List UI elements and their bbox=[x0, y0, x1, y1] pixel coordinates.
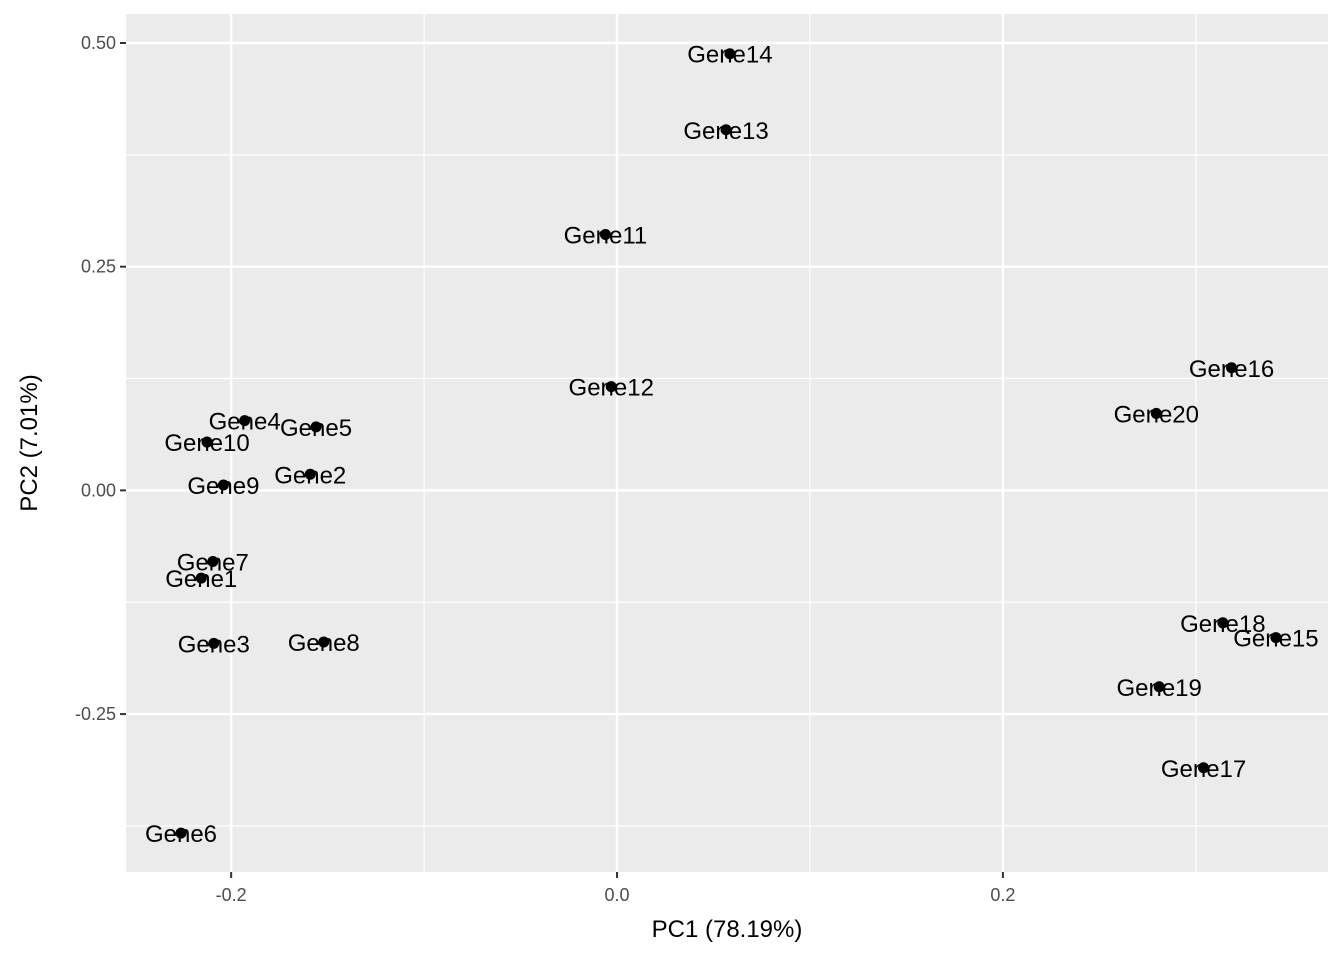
point-gene2 bbox=[304, 468, 316, 480]
point-gene6 bbox=[175, 827, 187, 839]
point-label-gene9: Gene9 bbox=[187, 473, 259, 500]
y-axis-ticks: -0.25 0.00 0.25 0.50 bbox=[75, 33, 126, 724]
y-tick-label: 0.50 bbox=[81, 33, 116, 53]
point-label-gene1: Gene1 bbox=[165, 566, 237, 593]
point-label-gene14: Gene14 bbox=[687, 42, 772, 69]
point-gene13 bbox=[720, 124, 732, 136]
point-gene4 bbox=[239, 415, 251, 427]
grid-minor bbox=[126, 14, 1328, 872]
point-gene11 bbox=[599, 228, 611, 240]
point-label-gene3: Gene3 bbox=[178, 631, 250, 658]
point-label-gene16: Gene16 bbox=[1189, 356, 1274, 383]
point-gene19 bbox=[1153, 681, 1165, 693]
x-tick-label: -0.2 bbox=[216, 885, 247, 905]
point-gene9 bbox=[217, 479, 229, 491]
y-tick-label: 0.00 bbox=[81, 480, 116, 500]
point-label-gene17: Gene17 bbox=[1161, 756, 1246, 783]
point-label-gene11: Gene11 bbox=[564, 222, 648, 249]
point-label-gene7: Gene7 bbox=[177, 550, 249, 577]
x-axis-ticks: -0.2 0.0 0.2 bbox=[216, 872, 1015, 905]
point-label-gene6: Gene6 bbox=[145, 821, 217, 848]
data-points bbox=[175, 48, 1282, 839]
point-gene8 bbox=[318, 636, 330, 648]
y-tick-label: -0.25 bbox=[75, 704, 116, 724]
point-label-gene13: Gene13 bbox=[683, 118, 768, 145]
point-gene17 bbox=[1198, 762, 1210, 774]
point-gene16 bbox=[1226, 362, 1238, 374]
point-labels: Gene1 Gene2 Gene3 Gene4 Gene5 Gene6 Gene7 Gene8… bbox=[145, 42, 1319, 848]
point-gene12 bbox=[605, 381, 617, 393]
point-gene14 bbox=[724, 48, 736, 60]
x-tick-label: 0.2 bbox=[990, 885, 1015, 905]
point-label-gene19: Gene19 bbox=[1116, 675, 1201, 702]
point-gene1 bbox=[195, 572, 207, 584]
y-tick-label: 0.25 bbox=[81, 257, 116, 277]
point-gene15 bbox=[1270, 632, 1282, 644]
point-label-gene12: Gene12 bbox=[569, 375, 654, 402]
point-label-gene18: Gene18 bbox=[1180, 611, 1265, 638]
point-label-gene20: Gene20 bbox=[1114, 401, 1199, 428]
x-tick-label: 0.0 bbox=[605, 885, 630, 905]
point-gene18 bbox=[1217, 617, 1229, 629]
grid-major bbox=[126, 14, 1328, 872]
y-axis-title: PC2 (7.01%) bbox=[16, 374, 43, 511]
point-label-gene2: Gene2 bbox=[274, 462, 346, 489]
point-gene3 bbox=[208, 637, 220, 649]
point-label-gene10: Gene10 bbox=[164, 430, 249, 457]
x-axis-title: PC1 (78.19%) bbox=[652, 916, 803, 943]
plot-panel bbox=[126, 14, 1328, 872]
point-gene5 bbox=[310, 421, 322, 433]
point-gene20 bbox=[1150, 407, 1162, 419]
point-label-gene15: Gene15 bbox=[1233, 626, 1318, 653]
point-label-gene8: Gene8 bbox=[288, 630, 360, 657]
point-label-gene5: Gene5 bbox=[280, 415, 352, 442]
point-gene7 bbox=[207, 556, 219, 568]
point-label-gene4: Gene4 bbox=[209, 409, 281, 436]
point-gene10 bbox=[201, 436, 213, 448]
